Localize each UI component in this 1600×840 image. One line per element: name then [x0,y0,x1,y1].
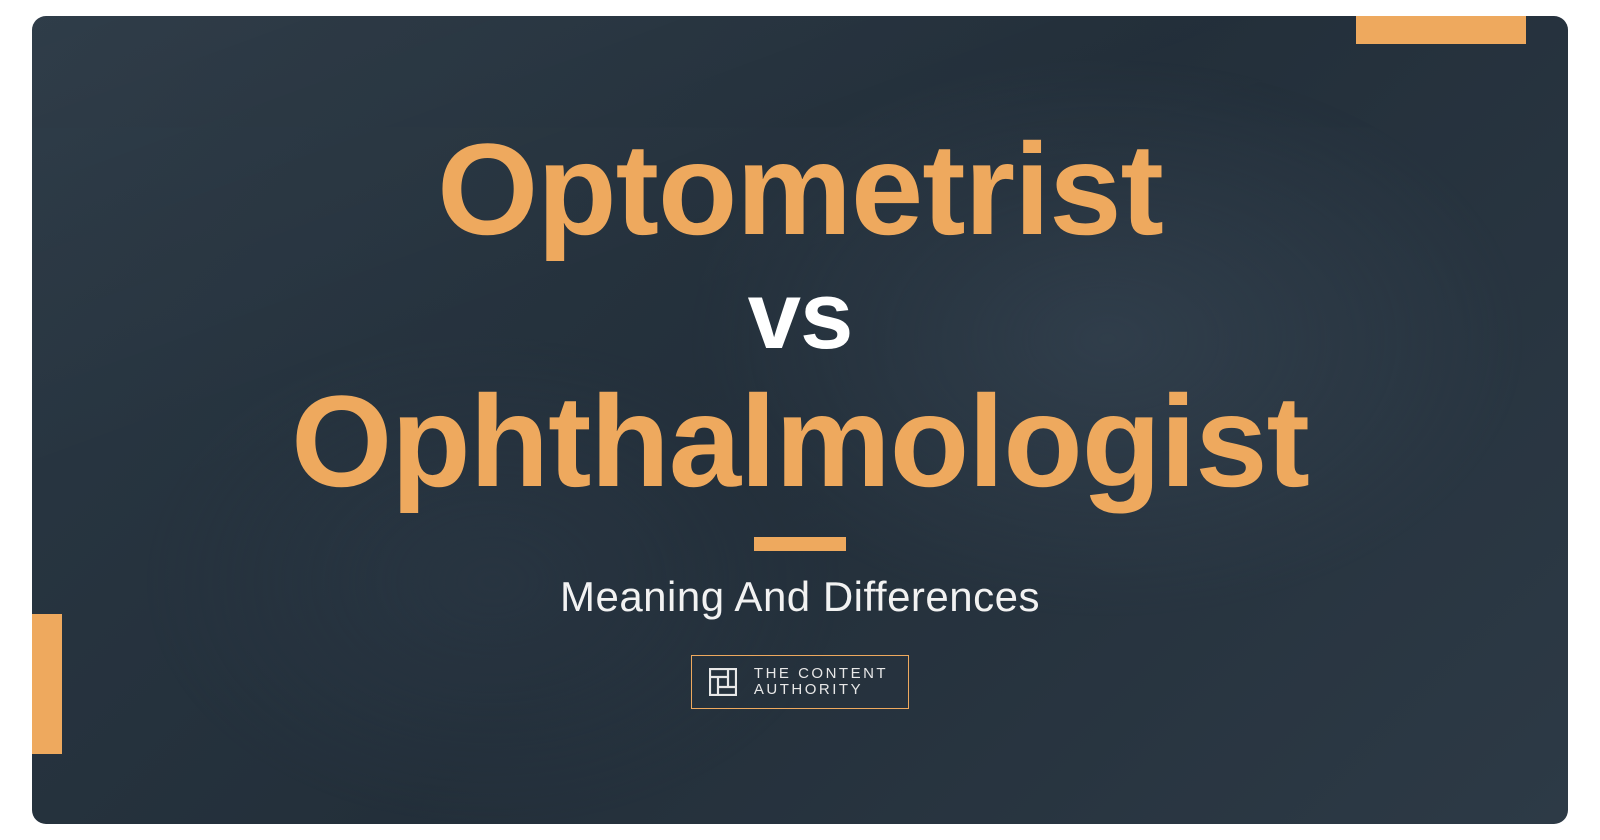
title-line-2: vs [748,265,853,367]
content-stack: Optometrist vs Ophthalmologist Meaning A… [291,121,1309,718]
badge-line-1: THE CONTENT [754,666,888,682]
divider-bar [754,537,846,551]
badge-line-2: AUTHORITY [754,682,888,698]
accent-bar-top-right [1356,16,1526,44]
badge-text-group: THE CONTENT AUTHORITY [754,666,888,698]
hero-card: Optometrist vs Ophthalmologist Meaning A… [32,16,1568,824]
subtitle-text: Meaning And Differences [560,573,1040,621]
maze-icon-svg [709,668,737,696]
title-line-3: Ophthalmologist [291,373,1309,511]
brand-badge: THE CONTENT AUTHORITY [691,655,909,709]
title-line-1: Optometrist [437,121,1163,259]
accent-bar-bottom-left [32,614,62,754]
maze-icon [706,665,740,699]
